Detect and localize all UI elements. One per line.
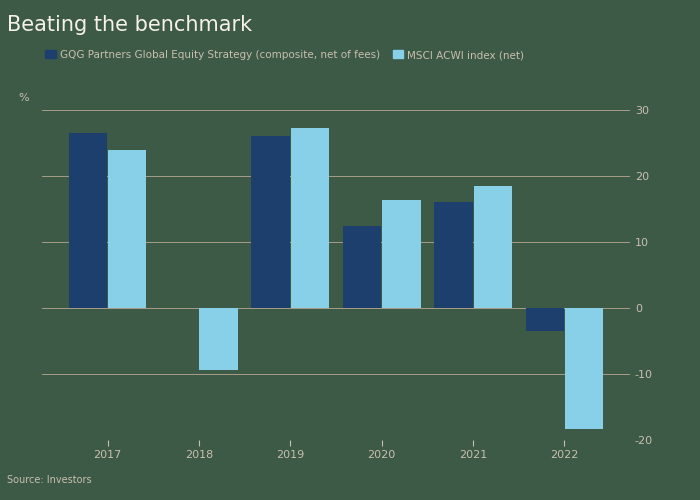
Bar — [382, 200, 421, 308]
Bar — [251, 136, 290, 308]
Bar — [526, 308, 564, 331]
Legend: GQG Partners Global Equity Strategy (composite, net of fees), MSCI ACWI index (n: GQG Partners Global Equity Strategy (com… — [41, 46, 528, 64]
Text: %: % — [18, 94, 29, 104]
Bar — [473, 186, 512, 308]
Bar — [290, 128, 329, 308]
Bar — [434, 202, 473, 308]
Bar — [565, 308, 603, 430]
Bar — [199, 308, 238, 370]
Text: Beating the benchmark: Beating the benchmark — [7, 15, 252, 35]
Bar — [343, 226, 382, 308]
Bar — [69, 133, 107, 308]
Bar — [108, 150, 146, 308]
Text: Source: Investors: Source: Investors — [7, 475, 92, 485]
